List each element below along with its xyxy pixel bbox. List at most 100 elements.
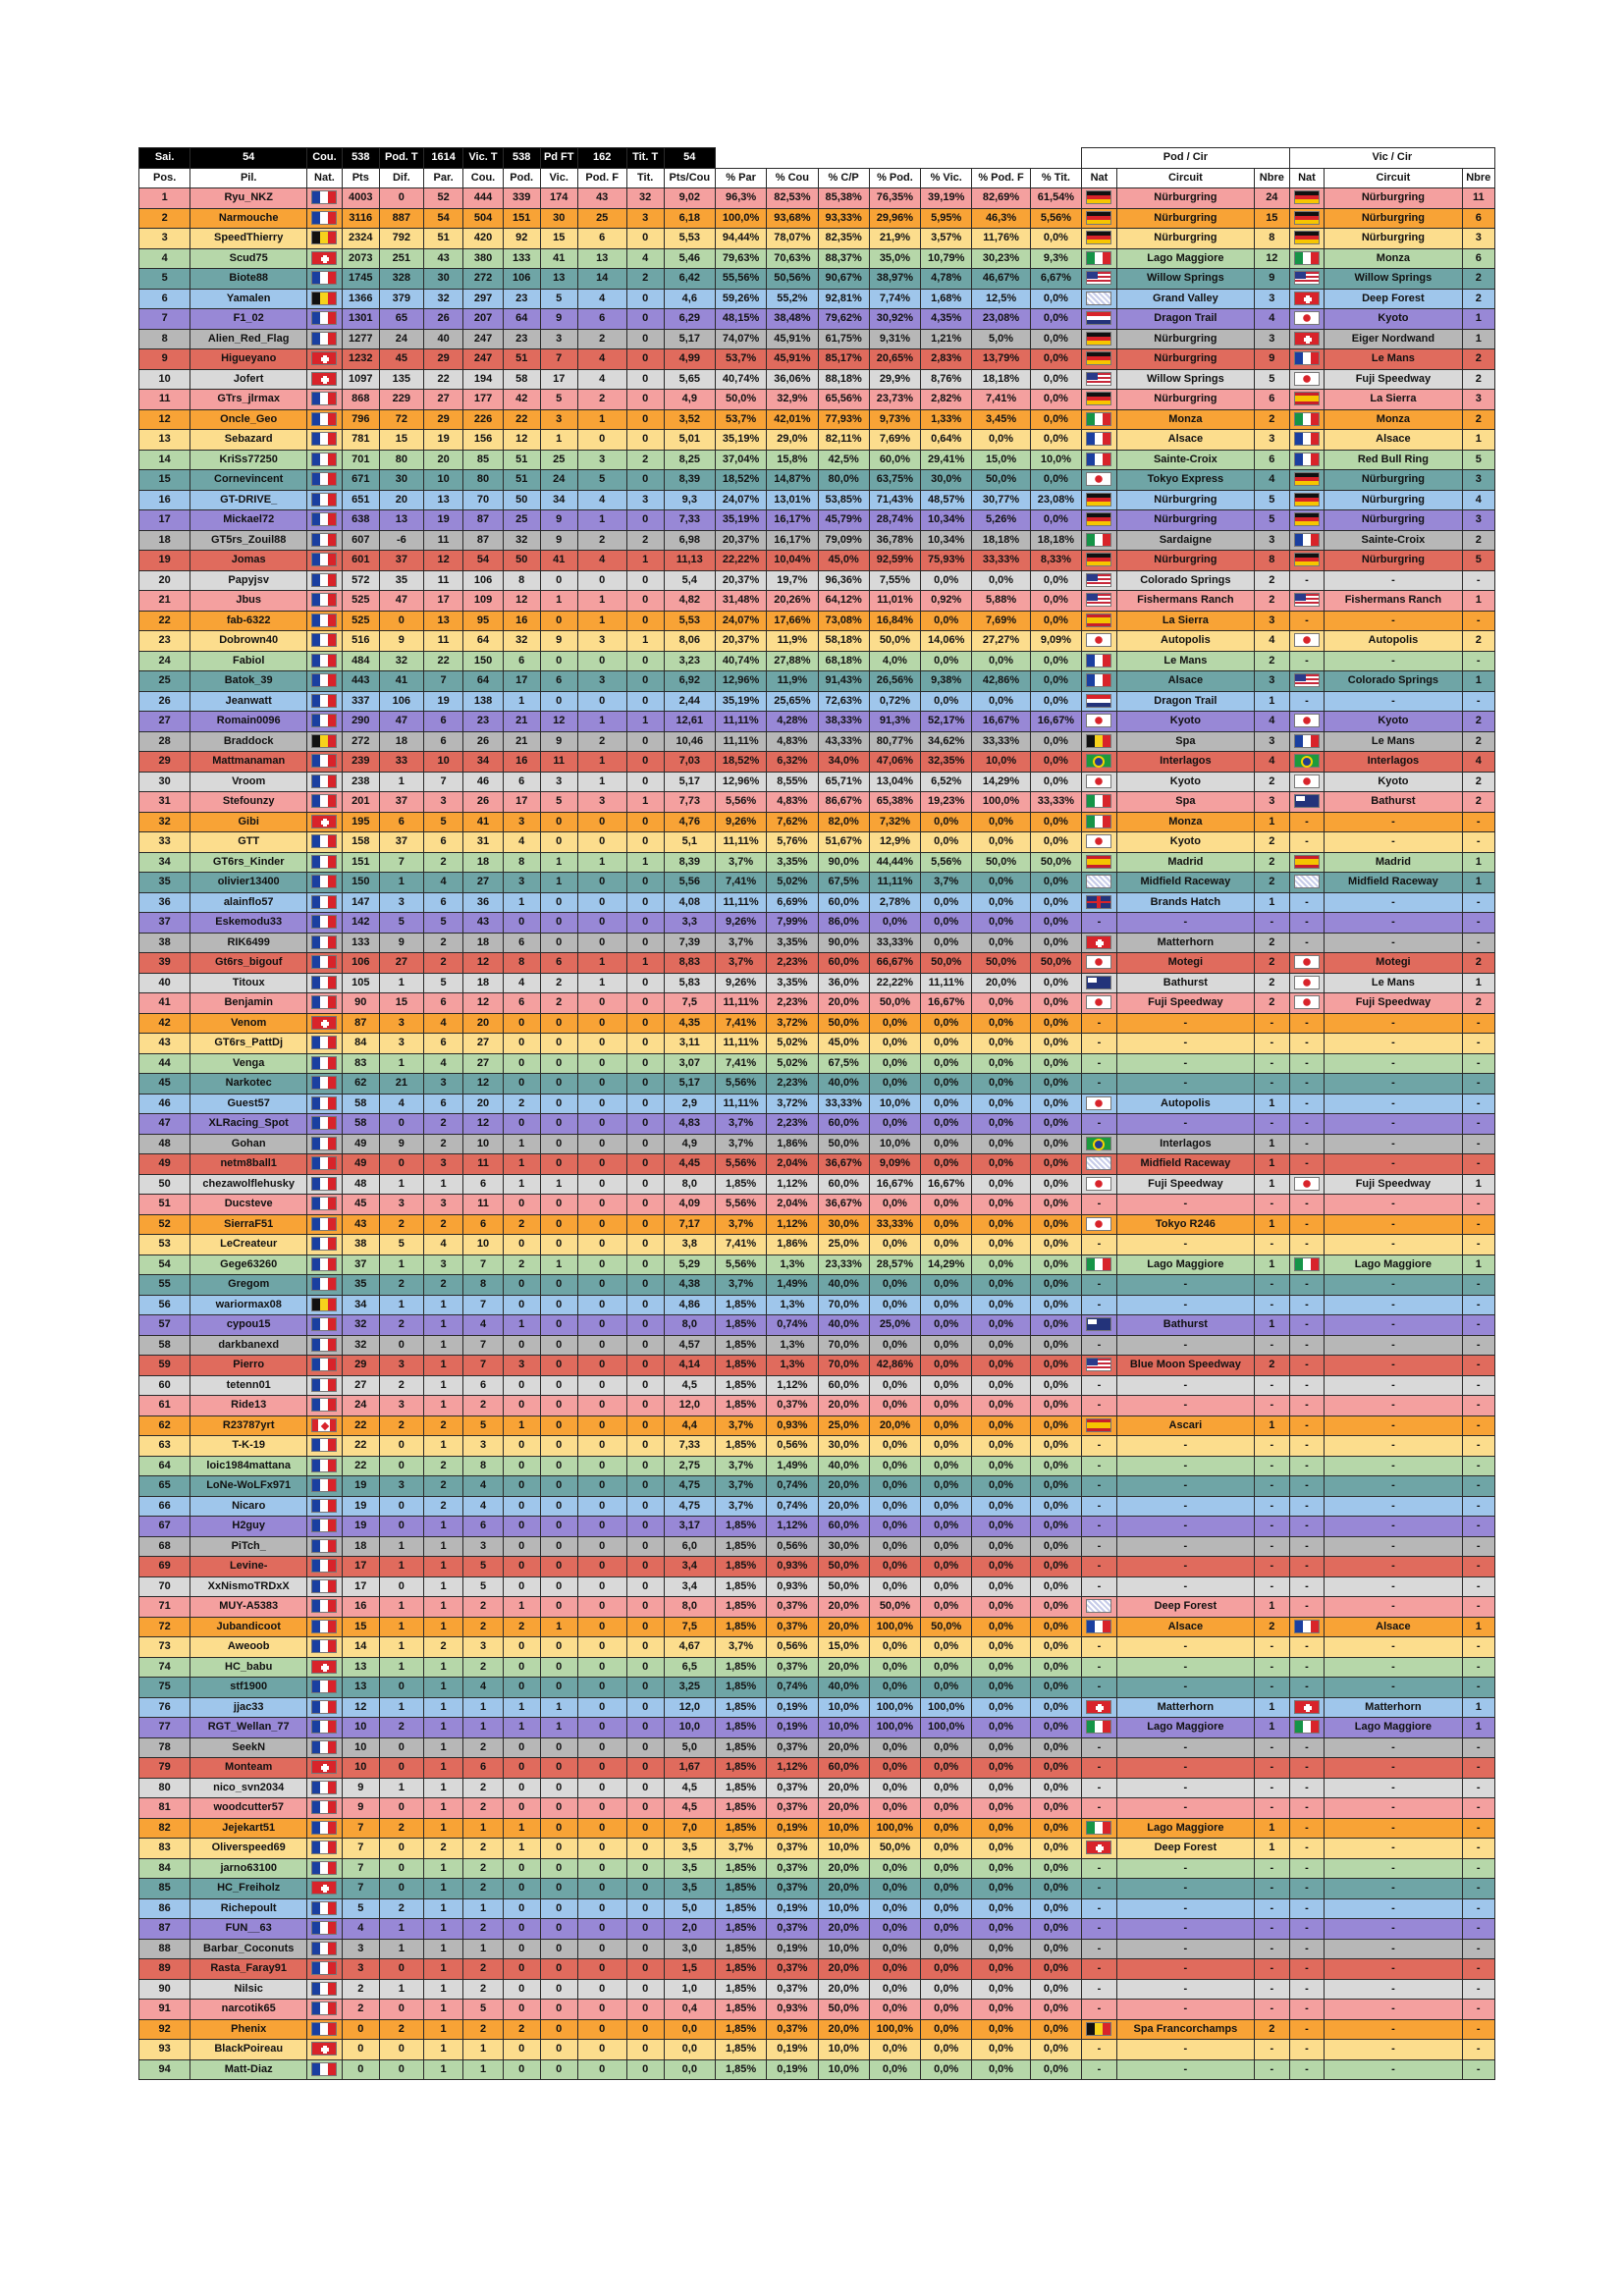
pct-races-cell: 10,04% [766,550,819,571]
pct-titles-cell: 0,0% [1029,590,1083,612]
podium-f-cell: 0 [576,1435,627,1457]
table-row: 46 Guest57 58 4 6 20 2 0 0 0 2,9 11,11% 3,72% 33,33% 1… [137,1093,1496,1114]
pilot-name-cell: Gregom [189,1274,308,1296]
flag-fr-icon [311,1358,338,1372]
vic-cir-nat-cell [1288,389,1325,410]
flag-br-icon [1293,754,1320,769]
participations-cell: 22 [422,650,464,671]
participations-cell: 1 [422,1294,464,1315]
titles-cell: 0 [625,1616,665,1637]
races-cell: 2 [462,1596,504,1618]
nationality-flag-cell [306,932,343,953]
gap-cell: 1 [378,1777,424,1798]
podiums-cell: 0 [502,2058,541,2080]
pod-cir-count-cell: 8 [1253,550,1290,571]
podium-f-cell: 0 [576,1717,627,1738]
vic-cir-nat-cell: - [1288,1797,1325,1819]
vic-cir-count-cell: - [1461,1033,1496,1054]
pct-podiums-cell: 100,0% [868,1717,922,1738]
points-per-race-cell: 4,86 [663,1294,716,1315]
participations-cell: 43 [422,247,464,269]
pct-races-cell: 0,56% [766,1435,819,1457]
victories-cell: 25 [539,449,578,470]
pct-participation-cell: 9,26% [714,912,768,934]
podiums-cell: 50 [502,550,541,571]
participations-cell: 1 [422,1938,464,1959]
vic-cir-count-cell: - [1461,1374,1496,1396]
flag-fr-icon [311,532,338,547]
flag-ch-icon [1086,1841,1112,1855]
podiums-cell: 0 [502,1878,541,1899]
position-cell: 75 [137,1677,191,1698]
vic-cir-nat-cell: - [1288,1757,1325,1779]
pct-titles-cell: 0,0% [1029,1435,1083,1457]
pilot-name-cell: stf1900 [189,1677,308,1698]
pct-races-cell: 0,37% [766,1797,819,1819]
podiums-cell: 51 [502,449,541,470]
table-row: 40 Titoux 105 1 5 18 4 2 1 0 5,83 9,26% 3,35% 36,0% 22… [137,972,1496,993]
pct-podium-f-cell: 0,0% [971,1918,1031,1940]
podium-f-cell: 0 [576,1334,627,1356]
flag-be-icon [311,291,338,305]
flag-jp-icon [1293,633,1320,648]
pct-participation-cell: 5,56% [714,1073,768,1095]
pod-cir-circuit-cell: - [1115,1516,1255,1537]
nationality-flag-cell [306,1897,343,1919]
points-cell: 37 [341,1254,380,1275]
vic-cir-circuit-cell: Autopolis [1324,630,1463,652]
podiums-cell: 3 [502,872,541,893]
flag-fr-icon [311,1841,338,1855]
gap-cell: 1 [378,872,424,893]
gap-cell: 0 [378,1958,424,1980]
pod-cir-nat-cell [1081,1415,1117,1436]
pod-cir-circuit-cell: - [1115,1556,1255,1577]
participations-cell: 1 [422,1777,464,1798]
pct-participation-cell: 35,19% [714,509,768,531]
titles-cell: 0 [625,972,665,993]
pilot-name-cell: Monteam [189,1757,308,1779]
pod-cir-circuit-cell: - [1115,1234,1255,1255]
participations-cell: 2 [422,1636,464,1658]
flag-ch-icon [1293,1699,1320,1714]
pod-cir-count-cell: 5 [1253,509,1290,531]
races-cell: 297 [462,288,504,309]
podiums-cell: 0 [502,1656,541,1678]
pod-cir-count-cell: - [1253,1857,1290,1879]
pct-participation-cell: 79,63% [714,247,768,269]
vic-cir-nat-cell: - [1288,2039,1325,2060]
pct-c-p-cell: 79,09% [817,529,870,551]
pct-podium-f-cell: 0,0% [971,1113,1031,1135]
podiums-cell: 2 [502,1093,541,1114]
pct-podium-f-cell: 0,0% [971,1757,1031,1779]
participations-cell: 6 [422,831,464,853]
points-cell: 7 [341,1817,380,1839]
pct-podiums-cell: 0,0% [868,2058,922,2080]
pod-cir-count-cell: 24 [1253,187,1290,209]
pod-cir-nat-cell [1081,730,1117,752]
races-cell: 109 [462,590,504,612]
points-cell: 9 [341,1777,380,1798]
pct-podiums-cell: 100,0% [868,1696,922,1718]
pct-podiums-cell: 0,0% [868,1556,922,1577]
flag-de-icon [1293,472,1320,487]
points-per-race-cell: 1,0 [663,1978,716,2000]
pod-cir-nat-cell: - [1081,1113,1117,1135]
pct-races-cell: 5,76% [766,831,819,853]
races-cell: 2 [462,1838,504,1859]
nationality-flag-cell [306,1838,343,1859]
pct-podiums-cell: 0,72% [868,690,922,712]
victories-cell: 9 [539,730,578,752]
podium-f-cell: 0 [576,1194,627,1215]
flag-fr-icon [1293,351,1320,366]
podium-f-cell: 1 [576,972,627,993]
races-cell: 85 [462,449,504,470]
vic-cir-nat-cell: - [1288,1334,1325,1356]
points-cell: 671 [341,469,380,491]
podium-f-cell: 0 [576,1274,627,1296]
pct-titles-cell: 0,0% [1029,1415,1083,1436]
position-cell: 55 [137,1274,191,1296]
pct-podium-f-cell: 7,69% [971,610,1031,631]
pct-victories-cell: 75,93% [920,550,973,571]
vic-cir-count-cell: - [1461,1052,1496,1074]
participations-cell: 1 [422,1897,464,1919]
